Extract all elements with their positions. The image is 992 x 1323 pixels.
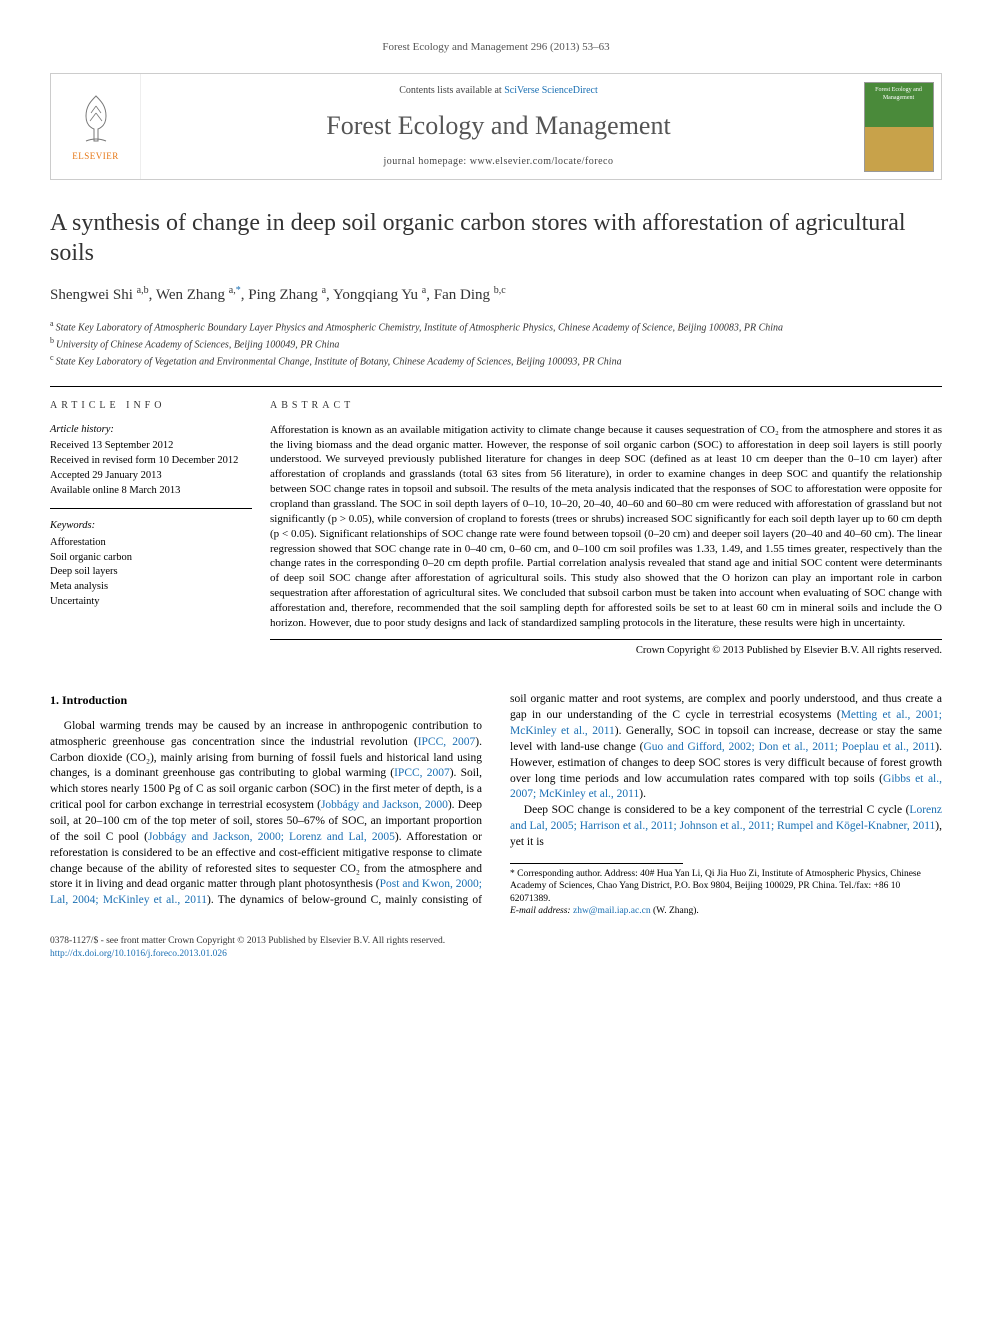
elsevier-wordmark: ELSEVIER	[72, 150, 119, 163]
email-label: E-mail address:	[510, 906, 573, 916]
intro-paragraph-2: Deep SOC change is considered to be a ke…	[510, 803, 942, 851]
article-info-heading: ARTICLE INFO	[50, 399, 252, 413]
corresponding-email-link[interactable]: zhw@mail.iap.ac.cn	[573, 906, 651, 916]
homepage-prefix: journal homepage:	[384, 156, 470, 167]
footer-copyright-line: 0378-1127/$ - see front matter Crown Cop…	[50, 935, 942, 947]
article-info-column: ARTICLE INFO Article history: Received 1…	[50, 386, 270, 671]
journal-cover-thumbnail: Forest Ecology and Management	[864, 82, 934, 172]
corresponding-author-footnote: * Corresponding author. Address: 40# Hua…	[510, 868, 942, 905]
abstract-column: ABSTRACT Afforestation is known as an av…	[270, 386, 942, 671]
article-history-label: Article history:	[50, 423, 252, 438]
keywords-label: Keywords:	[50, 519, 252, 534]
p2a-text: Deep SOC change is considered to be a ke…	[524, 804, 910, 816]
author: Shengwei Shi a,b	[50, 287, 149, 303]
homepage-url: www.elsevier.com/locate/foreco	[470, 156, 614, 167]
doi-link[interactable]: http://dx.doi.org/10.1016/j.foreco.2013.…	[50, 949, 227, 959]
affiliation-line: c State Key Laboratory of Vegetation and…	[50, 352, 942, 369]
journal-banner: ELSEVIER Contents lists available at Sci…	[50, 73, 942, 179]
authors-line: Shengwei Shi a,b, Wen Zhang a,*, Ping Zh…	[50, 284, 942, 306]
journal-title: Forest Ecology and Management	[149, 108, 848, 144]
article-title: A synthesis of change in deep soil organ…	[50, 208, 942, 268]
body-two-columns: 1. Introduction Global warming trends ma…	[50, 692, 942, 917]
author: Yongqiang Yu a	[333, 287, 426, 303]
author: Fan Ding b,c	[434, 287, 506, 303]
author: Wen Zhang a,*	[156, 287, 241, 303]
keyword: Meta analysis	[50, 580, 252, 595]
contents-prefix: Contents lists available at	[399, 85, 504, 96]
footnote-block: * Corresponding author. Address: 40# Hua…	[510, 863, 942, 917]
author: Ping Zhang a	[248, 287, 326, 303]
author-affil-sup: a,b	[137, 285, 149, 296]
author-affil-sup: b,c	[494, 285, 506, 296]
ref-ipcc-2007-b[interactable]: IPCC, 2007	[394, 767, 450, 779]
email-suffix: (W. Zhang).	[651, 906, 699, 916]
keyword: Uncertainty	[50, 595, 252, 610]
ref-jobbagy-2000-a[interactable]: Jobbágy and Jackson, 2000	[321, 799, 448, 811]
abstract-heading: ABSTRACT	[270, 399, 942, 413]
history-line: Received in revised form 10 December 201…	[50, 454, 252, 469]
article-history-block: Article history: Received 13 September 2…	[50, 423, 252, 509]
elsevier-tree-icon	[71, 91, 121, 146]
email-footnote: E-mail address: zhw@mail.iap.ac.cn (W. Z…	[510, 905, 942, 917]
info-abstract-row: ARTICLE INFO Article history: Received 1…	[50, 386, 942, 671]
abstract-copyright: Crown Copyright © 2013 Published by Else…	[270, 644, 942, 659]
author-affil-sup: a,	[229, 285, 236, 296]
page-footer: 0378-1127/$ - see front matter Crown Cop…	[50, 935, 942, 960]
abstract-text: Afforestation is known as an available m…	[270, 423, 942, 640]
history-line: Received 13 September 2012	[50, 439, 252, 454]
ref-ipcc-2007-a[interactable]: IPCC, 2007	[418, 736, 476, 748]
sciencedirect-link[interactable]: SciVerse ScienceDirect	[504, 85, 598, 96]
history-line: Available online 8 March 2013	[50, 484, 252, 499]
keyword: Afforestation	[50, 536, 252, 551]
affiliations-block: a State Key Laboratory of Atmospheric Bo…	[50, 318, 942, 370]
keywords-block: Keywords: AfforestationSoil organic carb…	[50, 519, 252, 609]
ref-jobbagy-lorenz[interactable]: Jobbágy and Jackson, 2000; Lorenz and La…	[148, 831, 395, 843]
ref-guo-don-poeplau[interactable]: Guo and Gifford, 2002; Don et al., 2011;…	[643, 741, 935, 753]
section-1-heading: 1. Introduction	[50, 692, 482, 709]
journal-homepage-line: journal homepage: www.elsevier.com/locat…	[149, 155, 848, 169]
running-header: Forest Ecology and Management 296 (2013)…	[50, 40, 942, 55]
publisher-logo-block: ELSEVIER	[51, 74, 141, 178]
footnote-separator	[510, 863, 683, 864]
cover-thumbnail-block: Forest Ecology and Management	[856, 74, 941, 178]
author-affil-sup: a	[422, 285, 426, 296]
author-affil-sup: a	[322, 285, 326, 296]
history-line: Accepted 29 January 2013	[50, 469, 252, 484]
affiliation-line: a State Key Laboratory of Atmospheric Bo…	[50, 318, 942, 335]
keyword: Deep soil layers	[50, 565, 252, 580]
contents-available-line: Contents lists available at SciVerse Sci…	[149, 84, 848, 98]
p1j-text: ).	[639, 788, 646, 800]
affiliation-line: b University of Chinese Academy of Scien…	[50, 335, 942, 352]
banner-middle: Contents lists available at SciVerse Sci…	[141, 74, 856, 178]
corresponding-author-marker[interactable]: *	[236, 285, 241, 296]
keyword: Soil organic carbon	[50, 551, 252, 566]
